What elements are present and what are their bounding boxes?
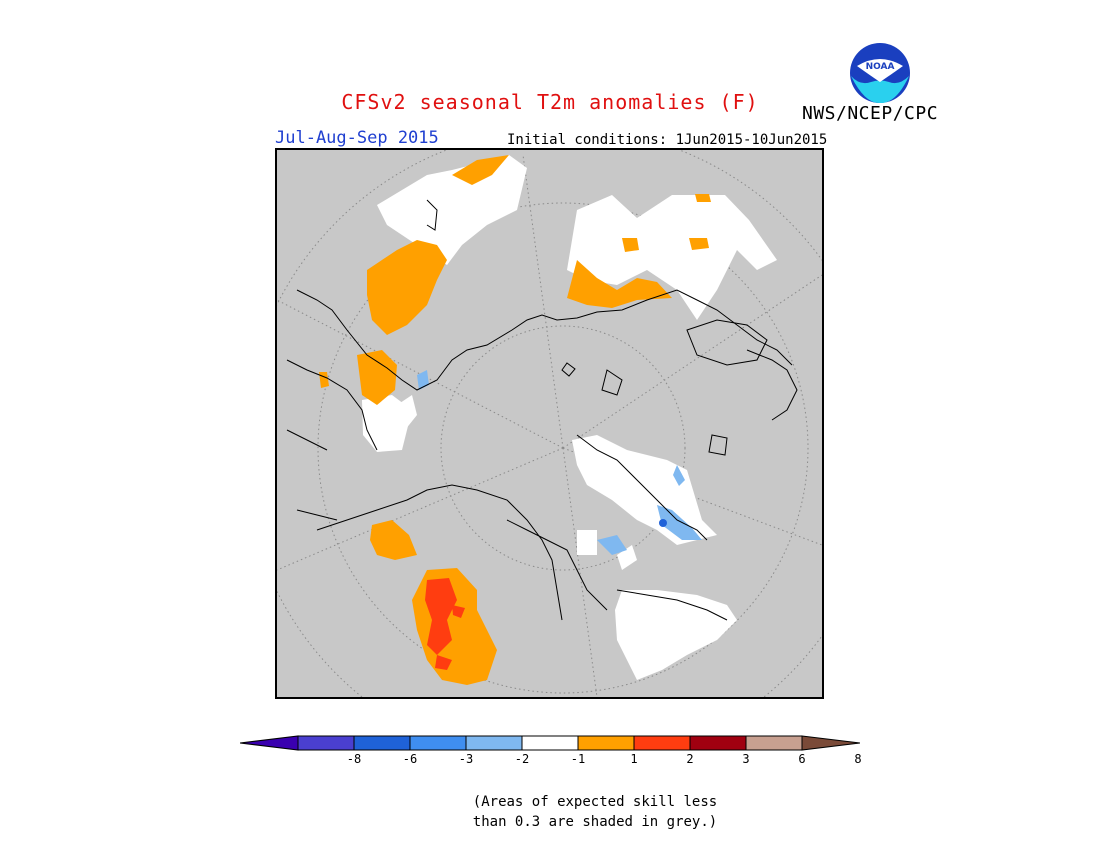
colorbar-swatch (521, 735, 579, 751)
map-title: CFSv2 seasonal T2m anomalies (F) (341, 90, 759, 114)
colorbar-swatch (409, 735, 467, 751)
skill-note-line-2: than 0.3 are shaded in grey.) (472, 814, 718, 830)
skill-note: (Areas of expected skill less than 0.3 a… (0, 792, 1100, 832)
above-normal-regions (319, 155, 711, 685)
colorbar-tick-label: -1 (570, 752, 586, 766)
colorbar-tick-label: 8 (854, 752, 862, 766)
coastlines (286, 199, 798, 621)
colorbar-tick-label: -3 (458, 752, 474, 766)
colorbar-arrow-left (239, 735, 299, 751)
near-normal-regions (362, 155, 777, 680)
initial-conditions-label: Initial conditions: 1Jun2015-10Jun2015 (507, 132, 828, 148)
colorbar-swatch (297, 735, 355, 751)
polar-map (242, 127, 884, 769)
skill-note-line-1: (Areas of expected skill less (472, 794, 718, 810)
polar-map-canvas (242, 127, 884, 769)
colorbar-swatch (745, 735, 803, 751)
colorbar-tick-label: -8 (346, 752, 362, 766)
season-label: Jul-Aug-Sep 2015 (275, 128, 439, 148)
strong-above-normal-regions (425, 578, 465, 670)
colorbar-tick-label: 2 (686, 752, 694, 766)
colorbar (239, 732, 861, 754)
colorbar-swatch (633, 735, 691, 751)
colorbar-tick-label: 6 (798, 752, 806, 766)
colorbar-tick-label: -2 (514, 752, 530, 766)
svg-text:NOAA: NOAA (866, 62, 895, 72)
colorbar-tick-label: 3 (742, 752, 750, 766)
colorbar-swatch (353, 735, 411, 751)
colorbar-tick-label: -6 (402, 752, 418, 766)
colorbar-arrow-right (801, 735, 861, 751)
colorbar-tick-labels: -8 -6 -3 -2 -1 1 2 3 6 8 (240, 752, 862, 770)
agency-label: NWS/NCEP/CPC (802, 103, 939, 124)
colorbar-swatch (465, 735, 523, 751)
colorbar-tick-label: 1 (630, 752, 638, 766)
colorbar-swatch (577, 735, 635, 751)
colorbar-canvas (239, 735, 861, 751)
noaa-logo: NOAA (849, 42, 911, 104)
colorbar-swatch (689, 735, 747, 751)
